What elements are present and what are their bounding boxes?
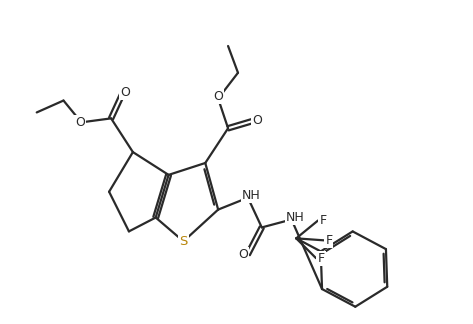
Text: NH: NH	[242, 189, 260, 202]
Text: O: O	[75, 116, 85, 129]
Text: O: O	[252, 114, 262, 127]
Text: O: O	[238, 248, 248, 261]
Text: F: F	[319, 214, 326, 227]
Text: NH: NH	[286, 211, 305, 224]
Text: S: S	[179, 235, 188, 248]
Text: O: O	[213, 90, 223, 103]
Text: O: O	[120, 86, 130, 99]
Text: F: F	[325, 234, 333, 247]
Text: F: F	[317, 252, 324, 265]
